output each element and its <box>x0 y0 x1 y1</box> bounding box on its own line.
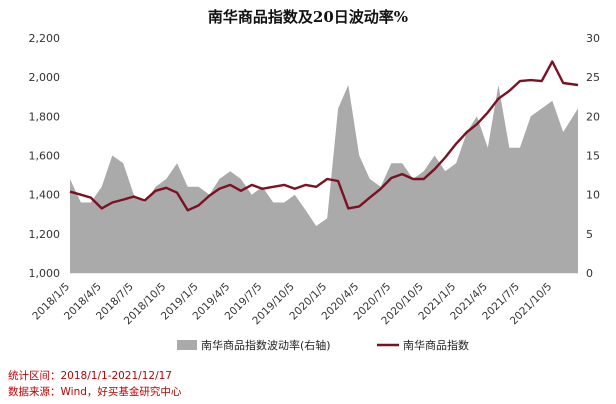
right-tick-label: 5 <box>586 228 593 241</box>
footnote-source: 数据来源：Wind，好买基金研究中心 <box>8 386 182 398</box>
right-tick-label: 20 <box>586 110 600 123</box>
left-tick-label: 2,200 <box>29 32 61 45</box>
left-tick-label: 1,200 <box>29 228 61 241</box>
legend-swatch-volatility <box>177 340 197 350</box>
right-tick-label: 0 <box>586 267 593 280</box>
x-axis-ticks: 2018/1/52018/4/52018/7/52018/10/52019/1/… <box>30 281 554 328</box>
index-line <box>69 60 579 212</box>
volatility-area <box>70 85 578 273</box>
right-tick-label: 15 <box>586 150 600 163</box>
left-tick-label: 2,000 <box>29 71 61 84</box>
left-tick-label: 1,600 <box>29 150 61 163</box>
left-tick-label: 1,000 <box>29 267 61 280</box>
right-tick-label: 10 <box>586 189 600 202</box>
volatility-area-series <box>70 85 578 273</box>
footnote-period: 统计区间：2018/1/1-2021/12/17 <box>8 370 172 382</box>
legend-label-volatility: 南华商品指数波动率(右轴) <box>201 338 331 352</box>
right-axis-ticks: 0 5 10 15 20 25 30 <box>586 32 600 280</box>
left-tick-label: 1,800 <box>29 110 61 123</box>
index-line-series <box>69 60 579 212</box>
right-tick-label: 30 <box>586 32 600 45</box>
chart-title: 南华商品指数及20日波动率% <box>208 8 408 26</box>
right-tick-label: 25 <box>586 71 600 84</box>
legend: 南华商品指数波动率(右轴) 南华商品指数 <box>177 338 469 352</box>
legend-label-index: 南华商品指数 <box>403 338 469 352</box>
left-axis-ticks: 1,000 1,200 1,400 1,600 1,800 2,000 2,200 <box>29 32 61 280</box>
left-tick-label: 1,400 <box>29 189 61 202</box>
